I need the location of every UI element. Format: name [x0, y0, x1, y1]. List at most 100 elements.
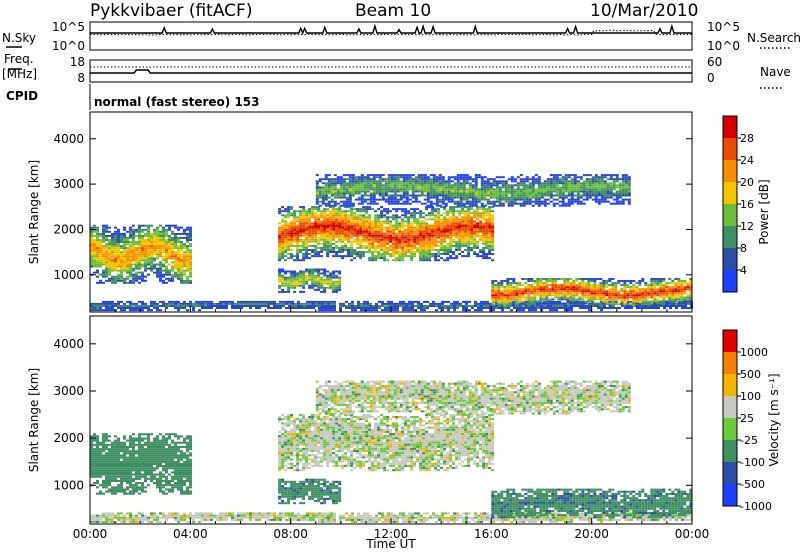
power-cell [314, 253, 317, 255]
power-cell [449, 206, 452, 208]
power-cell [189, 274, 192, 276]
power-cell [325, 188, 328, 190]
power-cell [462, 309, 465, 311]
power-cell [111, 249, 114, 251]
power-cell [535, 188, 538, 190]
power-cell [403, 184, 406, 186]
power-cell [508, 188, 511, 190]
power-cell [466, 191, 469, 193]
power-cell [524, 286, 527, 288]
power-cell [526, 191, 529, 193]
power-cell [171, 233, 174, 235]
power-cell [505, 182, 508, 184]
power-cell [484, 182, 487, 184]
power-cell [328, 180, 331, 182]
power-cell [545, 288, 548, 290]
power-cell [458, 235, 461, 237]
power-cell [427, 186, 430, 188]
power-cell [180, 259, 183, 261]
power-cell [458, 247, 461, 249]
power-cell [434, 231, 437, 233]
power-cell [120, 270, 123, 272]
power-cell [373, 195, 376, 197]
power-cell [455, 241, 458, 243]
power-cell [373, 193, 376, 195]
power-cell [302, 247, 305, 249]
power-cell [454, 178, 457, 180]
power-cell [562, 195, 565, 197]
power-cell [415, 180, 418, 182]
power-cell [596, 298, 599, 300]
power-cell [344, 220, 347, 222]
power-cell [168, 253, 171, 255]
power-cell [538, 201, 541, 203]
power-cell [132, 274, 135, 276]
power-cell [444, 301, 447, 303]
power-cell [322, 193, 325, 195]
power-cell [350, 231, 353, 233]
power-cell [183, 255, 186, 257]
power-cell [398, 222, 401, 224]
power-cell [529, 191, 532, 193]
power-cell [252, 303, 255, 305]
power-cell [356, 243, 359, 245]
power-cell [506, 280, 509, 282]
power-cell [544, 180, 547, 182]
power-cell [159, 245, 162, 247]
power-cell [585, 305, 588, 307]
power-cell [568, 174, 571, 176]
power-cell [455, 235, 458, 237]
power-cell [549, 307, 552, 309]
power-cell [189, 231, 192, 233]
power-cell [547, 178, 550, 180]
power-cell [397, 184, 400, 186]
power-cell [356, 235, 359, 237]
power-cell [398, 235, 401, 237]
power-cell [168, 301, 171, 303]
power-cell [529, 197, 532, 199]
power-cell [345, 307, 348, 309]
power-cell [359, 208, 362, 210]
power-cell [546, 307, 549, 309]
power-cell [355, 182, 358, 184]
power-cell [543, 305, 546, 307]
power-cell [456, 307, 459, 309]
power-cell [156, 229, 159, 231]
power-cell [575, 284, 578, 286]
power-cell [611, 303, 614, 305]
power-cell [485, 233, 488, 235]
power-cell [544, 191, 547, 193]
power-cell [565, 195, 568, 197]
power-cell [625, 174, 628, 176]
power-cell [102, 276, 105, 278]
power-cell [141, 251, 144, 253]
power-cell [299, 231, 302, 233]
power-cell [614, 282, 617, 284]
power-cell [359, 243, 362, 245]
power-cell [147, 237, 150, 239]
power-cell [364, 191, 367, 193]
power-cell [373, 186, 376, 188]
power-cell [273, 307, 276, 309]
power-cell [622, 188, 625, 190]
power-cell [240, 303, 243, 305]
power-cell [481, 195, 484, 197]
power-cell [111, 261, 114, 263]
power-cell [366, 305, 369, 307]
power-cell [392, 251, 395, 253]
nave-label: Nave [760, 65, 791, 79]
power-cell [386, 208, 389, 210]
power-cell [488, 206, 491, 208]
power-cell [464, 241, 467, 243]
power-cell [641, 288, 644, 290]
power-cell [589, 191, 592, 193]
power-cell [428, 239, 431, 241]
power-cell [278, 257, 281, 259]
power-cell [491, 237, 494, 239]
power-cell [617, 298, 620, 300]
power-cell [396, 303, 399, 305]
power-cell [619, 184, 622, 186]
power-cell [481, 186, 484, 188]
power-cell [150, 235, 153, 237]
power-cell [478, 188, 481, 190]
